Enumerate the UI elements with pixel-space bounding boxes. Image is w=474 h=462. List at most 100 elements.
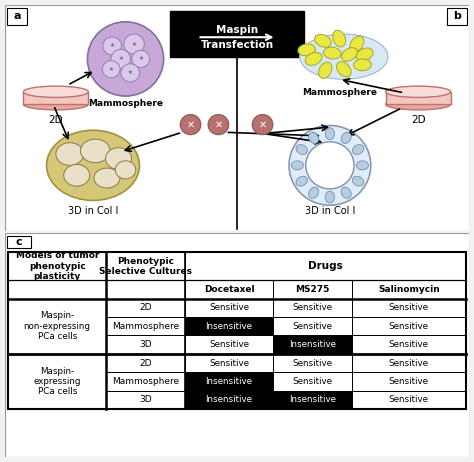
Text: Sensitive: Sensitive — [389, 377, 429, 386]
Bar — [273, 317, 352, 335]
Text: a: a — [13, 12, 20, 21]
Ellipse shape — [296, 176, 308, 186]
Bar — [273, 372, 352, 390]
Ellipse shape — [81, 139, 110, 163]
Text: 3D: 3D — [139, 395, 152, 404]
Text: 3D: 3D — [139, 340, 152, 349]
Text: Insensitive: Insensitive — [289, 340, 336, 349]
Ellipse shape — [94, 168, 120, 188]
Bar — [447, 8, 467, 25]
Text: MS275: MS275 — [295, 285, 330, 294]
Circle shape — [121, 64, 139, 82]
Text: Insensitive: Insensitive — [289, 395, 336, 404]
Ellipse shape — [23, 86, 88, 97]
Ellipse shape — [298, 44, 316, 56]
Ellipse shape — [325, 128, 335, 140]
Bar — [7, 236, 31, 248]
Bar — [352, 390, 465, 409]
Text: ★: ★ — [132, 42, 137, 47]
Ellipse shape — [319, 62, 332, 79]
Text: Sensitive: Sensitive — [389, 322, 429, 331]
Bar — [185, 252, 465, 280]
Bar — [185, 372, 273, 390]
Ellipse shape — [292, 161, 303, 170]
Circle shape — [252, 115, 273, 134]
Bar — [185, 335, 273, 354]
Bar — [185, 280, 273, 299]
Text: ★: ★ — [110, 43, 115, 49]
Text: ★: ★ — [109, 67, 114, 72]
Ellipse shape — [305, 53, 322, 66]
Text: ★: ★ — [128, 70, 133, 75]
Ellipse shape — [350, 36, 364, 52]
Text: c: c — [16, 237, 22, 247]
Ellipse shape — [106, 148, 132, 170]
Ellipse shape — [300, 34, 388, 79]
Bar — [106, 280, 185, 299]
Text: ✕: ✕ — [214, 120, 222, 130]
Circle shape — [132, 50, 150, 67]
Bar — [273, 335, 352, 354]
Text: Maspin: Maspin — [216, 24, 258, 35]
Text: Drugs: Drugs — [308, 261, 343, 271]
Ellipse shape — [356, 48, 373, 61]
Text: 3D in Col I: 3D in Col I — [68, 206, 118, 216]
Text: Mammosphere: Mammosphere — [88, 99, 163, 108]
Text: Transfection: Transfection — [201, 40, 273, 50]
Ellipse shape — [46, 130, 139, 201]
Text: Sensitive: Sensitive — [389, 395, 429, 404]
Ellipse shape — [56, 143, 84, 165]
Bar — [106, 354, 185, 372]
Ellipse shape — [386, 86, 451, 97]
Ellipse shape — [337, 62, 351, 77]
Text: Sensitive: Sensitive — [209, 340, 249, 349]
Ellipse shape — [352, 145, 364, 154]
Text: Mammosphere: Mammosphere — [112, 322, 179, 331]
Text: Sensitive: Sensitive — [209, 304, 249, 312]
Text: Insensitive: Insensitive — [206, 377, 253, 386]
Ellipse shape — [323, 47, 341, 59]
Circle shape — [306, 142, 354, 189]
Bar — [9, 252, 106, 280]
FancyBboxPatch shape — [23, 92, 88, 104]
Text: Maspin-
expressing
PCa cells: Maspin- expressing PCa cells — [34, 366, 81, 396]
Bar — [185, 390, 273, 409]
Ellipse shape — [341, 187, 351, 198]
Text: Salinomycin: Salinomycin — [378, 285, 440, 294]
Bar — [273, 280, 352, 299]
Text: Sensitive: Sensitive — [293, 304, 333, 312]
Bar — [9, 252, 465, 409]
Ellipse shape — [341, 48, 357, 61]
Circle shape — [103, 37, 121, 55]
Bar — [273, 299, 352, 317]
Ellipse shape — [341, 132, 351, 144]
Bar — [9, 354, 106, 409]
Bar — [185, 317, 273, 335]
Circle shape — [87, 22, 164, 96]
Bar — [9, 280, 106, 299]
Text: Maspin-
non-expressing
PCa cells: Maspin- non-expressing PCa cells — [24, 311, 91, 341]
Text: Insensitive: Insensitive — [206, 395, 253, 404]
Circle shape — [102, 61, 120, 78]
Text: Sensitive: Sensitive — [389, 359, 429, 368]
Circle shape — [124, 34, 144, 54]
Text: Models of tumor
phenotypic
plasticity: Models of tumor phenotypic plasticity — [16, 251, 99, 281]
Circle shape — [289, 126, 371, 205]
Bar — [352, 280, 465, 299]
Text: 2D: 2D — [48, 115, 63, 125]
Ellipse shape — [115, 161, 136, 179]
Text: Sensitive: Sensitive — [209, 359, 249, 368]
Circle shape — [208, 115, 228, 134]
Bar — [185, 299, 273, 317]
Ellipse shape — [315, 34, 331, 47]
Bar — [106, 372, 185, 390]
Bar — [273, 390, 352, 409]
Bar — [106, 299, 185, 317]
Bar — [106, 335, 185, 354]
FancyBboxPatch shape — [386, 92, 451, 104]
Bar — [273, 354, 352, 372]
Ellipse shape — [23, 98, 88, 110]
Text: Sensitive: Sensitive — [389, 340, 429, 349]
Ellipse shape — [386, 98, 451, 110]
Text: 3D in Col I: 3D in Col I — [305, 206, 355, 216]
